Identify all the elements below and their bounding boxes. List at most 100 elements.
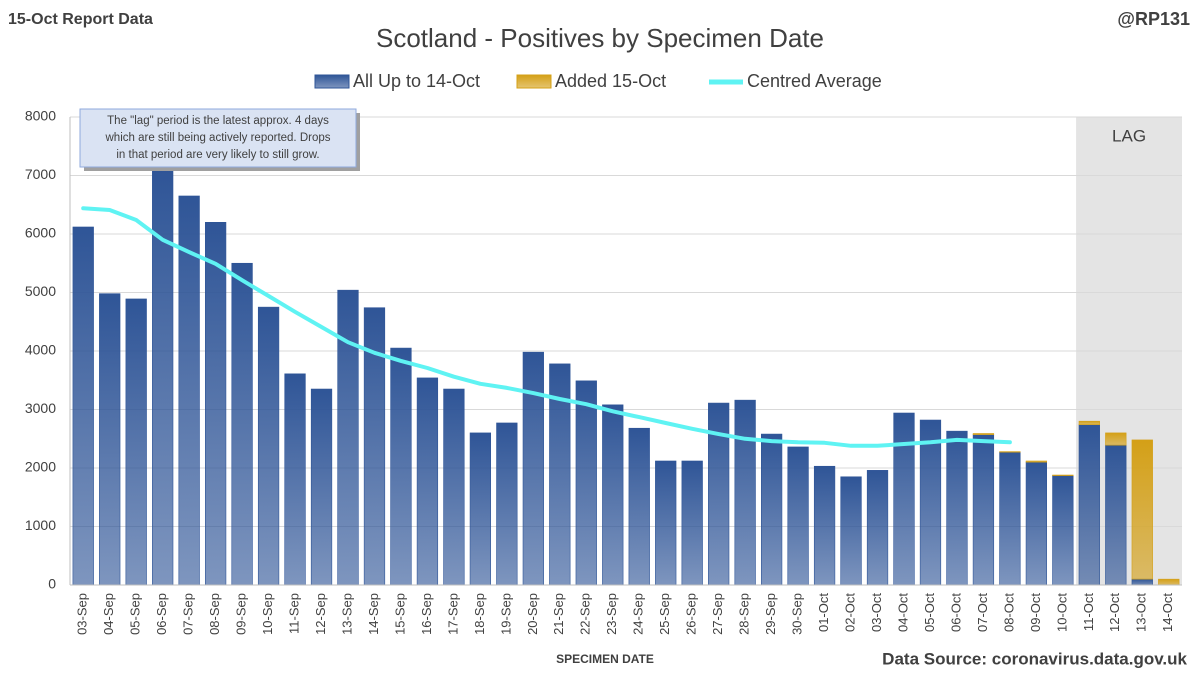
bar — [840, 476, 862, 586]
bar — [972, 434, 995, 586]
y-tick-label: 5000 — [25, 283, 56, 299]
y-tick-label: 1000 — [25, 517, 56, 533]
chart-title: Scotland - Positives by Specimen Date — [376, 23, 824, 53]
y-tick-label: 2000 — [25, 459, 56, 475]
annotation-text: The "lag" period is the latest approx. 4… — [107, 115, 329, 127]
x-tick-label: 25-Sep — [657, 593, 672, 635]
bar — [469, 432, 492, 586]
x-tick-label: 09-Sep — [234, 593, 249, 635]
x-tick-label: 16-Sep — [419, 593, 434, 635]
bar — [1052, 474, 1074, 476]
bar — [946, 430, 968, 586]
x-tick-label: 05-Sep — [128, 593, 143, 635]
bar — [337, 289, 359, 586]
header-right: @RP131 — [1117, 9, 1190, 29]
bar — [1052, 475, 1074, 586]
bar — [1158, 578, 1180, 586]
x-tick-label: 06-Sep — [154, 593, 169, 635]
x-tick-label: 13-Sep — [339, 593, 354, 635]
bar — [734, 399, 756, 586]
legend-swatch — [516, 74, 552, 89]
legend-label: All Up to 14-Oct — [353, 71, 480, 91]
legend-label: Added 15-Oct — [555, 71, 666, 91]
bar — [1078, 424, 1100, 586]
source: Data Source: coronavirus.data.gov.uk — [882, 649, 1187, 668]
x-tick-label: 27-Sep — [710, 593, 725, 635]
bar — [866, 470, 889, 586]
annotation-text: which are still being actively reported.… — [105, 132, 331, 144]
x-tick-label: 03-Sep — [75, 593, 90, 635]
y-tick-label: 7000 — [25, 166, 56, 182]
x-tick-label: 03-Oct — [869, 593, 884, 632]
x-tick-label: 12-Sep — [313, 593, 328, 635]
x-tick-label: 14-Sep — [366, 593, 381, 635]
y-tick-label: 6000 — [25, 225, 56, 241]
bar — [1025, 460, 1048, 463]
x-tick-label: 08-Sep — [207, 593, 222, 635]
legend-label: Centred Average — [747, 71, 882, 91]
bar — [893, 412, 915, 586]
bar — [1131, 578, 1153, 586]
x-tick-label: 01-Oct — [816, 593, 831, 632]
x-tick-label: 22-Sep — [578, 593, 593, 635]
bar — [310, 388, 333, 586]
bar — [787, 446, 809, 586]
legend-swatch — [314, 74, 350, 89]
x-tick-label: 11-Oct — [1081, 593, 1096, 631]
bar — [1105, 432, 1127, 446]
bar — [1131, 439, 1153, 580]
y-tick-label: 4000 — [25, 342, 56, 358]
x-tick-label: 30-Sep — [790, 593, 805, 635]
bar — [1025, 461, 1048, 586]
x-tick-label: 04-Oct — [895, 593, 910, 632]
bar — [999, 451, 1021, 586]
bar — [655, 460, 677, 586]
x-tick-label: 06-Oct — [948, 593, 963, 632]
bar — [813, 465, 836, 586]
x-tick-label: 21-Sep — [551, 593, 566, 635]
y-tick-label: 0 — [48, 576, 56, 592]
bar — [72, 226, 94, 586]
x-tick-label: 13-Oct — [1134, 593, 1149, 632]
bar — [496, 422, 518, 586]
bar — [284, 373, 306, 586]
bar — [760, 433, 783, 586]
bar — [681, 460, 703, 586]
bar — [522, 351, 544, 586]
x-tick-label: 02-Oct — [842, 593, 857, 632]
x-tick-label: 10-Oct — [1054, 593, 1069, 632]
x-tick-label: 18-Sep — [472, 593, 487, 635]
x-tick-label: 26-Sep — [684, 593, 699, 635]
bar — [204, 222, 227, 586]
bar — [972, 433, 995, 435]
bar — [1078, 420, 1100, 426]
annotation-box — [79, 108, 357, 168]
y-tick-label: 8000 — [25, 108, 56, 124]
bar — [919, 419, 942, 586]
x-tick-label: 24-Sep — [631, 593, 646, 635]
bar — [575, 380, 597, 586]
x-tick-label: 07-Sep — [181, 593, 196, 635]
header-left: 15-Oct Report Data — [8, 11, 153, 28]
x-tick-label: 07-Oct — [975, 593, 990, 632]
x-tick-label: 17-Sep — [445, 593, 460, 635]
x-tick-label: 10-Sep — [260, 593, 275, 635]
annotation-text: in that period are very likely to still … — [116, 149, 319, 161]
bar — [443, 388, 465, 586]
x-tick-label: 09-Oct — [1028, 593, 1043, 632]
x-tick-label: 12-Oct — [1107, 593, 1122, 632]
x-tick-label: 15-Sep — [392, 593, 407, 635]
average-line — [81, 206, 1012, 448]
x-tick-label: 14-Oct — [1160, 593, 1175, 632]
x-tick-label: 20-Sep — [525, 593, 540, 635]
x-tick-label: 19-Sep — [498, 593, 513, 635]
bar — [257, 306, 280, 586]
bar — [125, 298, 147, 586]
bar — [416, 377, 439, 586]
bar — [602, 404, 624, 586]
x-tick-label: 11-Sep — [286, 593, 301, 634]
bar — [390, 347, 412, 586]
bar — [99, 293, 121, 586]
bar — [1105, 444, 1127, 586]
